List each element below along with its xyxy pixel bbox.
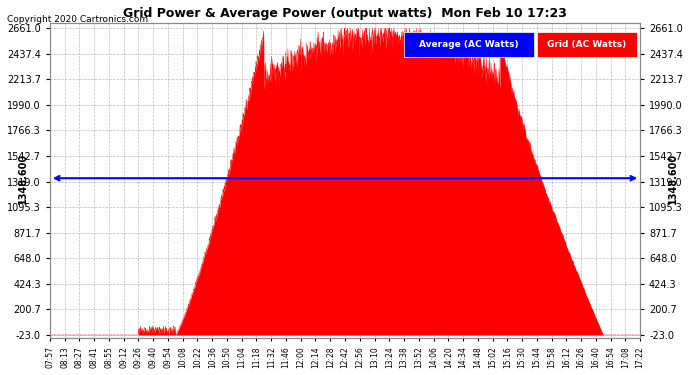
FancyBboxPatch shape xyxy=(404,32,534,57)
FancyBboxPatch shape xyxy=(537,32,637,57)
Text: 1348.600: 1348.600 xyxy=(19,153,28,204)
Text: 1348.600: 1348.600 xyxy=(667,153,678,204)
Text: Grid (AC Watts): Grid (AC Watts) xyxy=(547,40,627,49)
Title: Grid Power & Average Power (output watts)  Mon Feb 10 17:23: Grid Power & Average Power (output watts… xyxy=(123,7,567,20)
Text: Copyright 2020 Cartronics.com: Copyright 2020 Cartronics.com xyxy=(7,15,148,24)
Text: Average (AC Watts): Average (AC Watts) xyxy=(419,40,519,49)
